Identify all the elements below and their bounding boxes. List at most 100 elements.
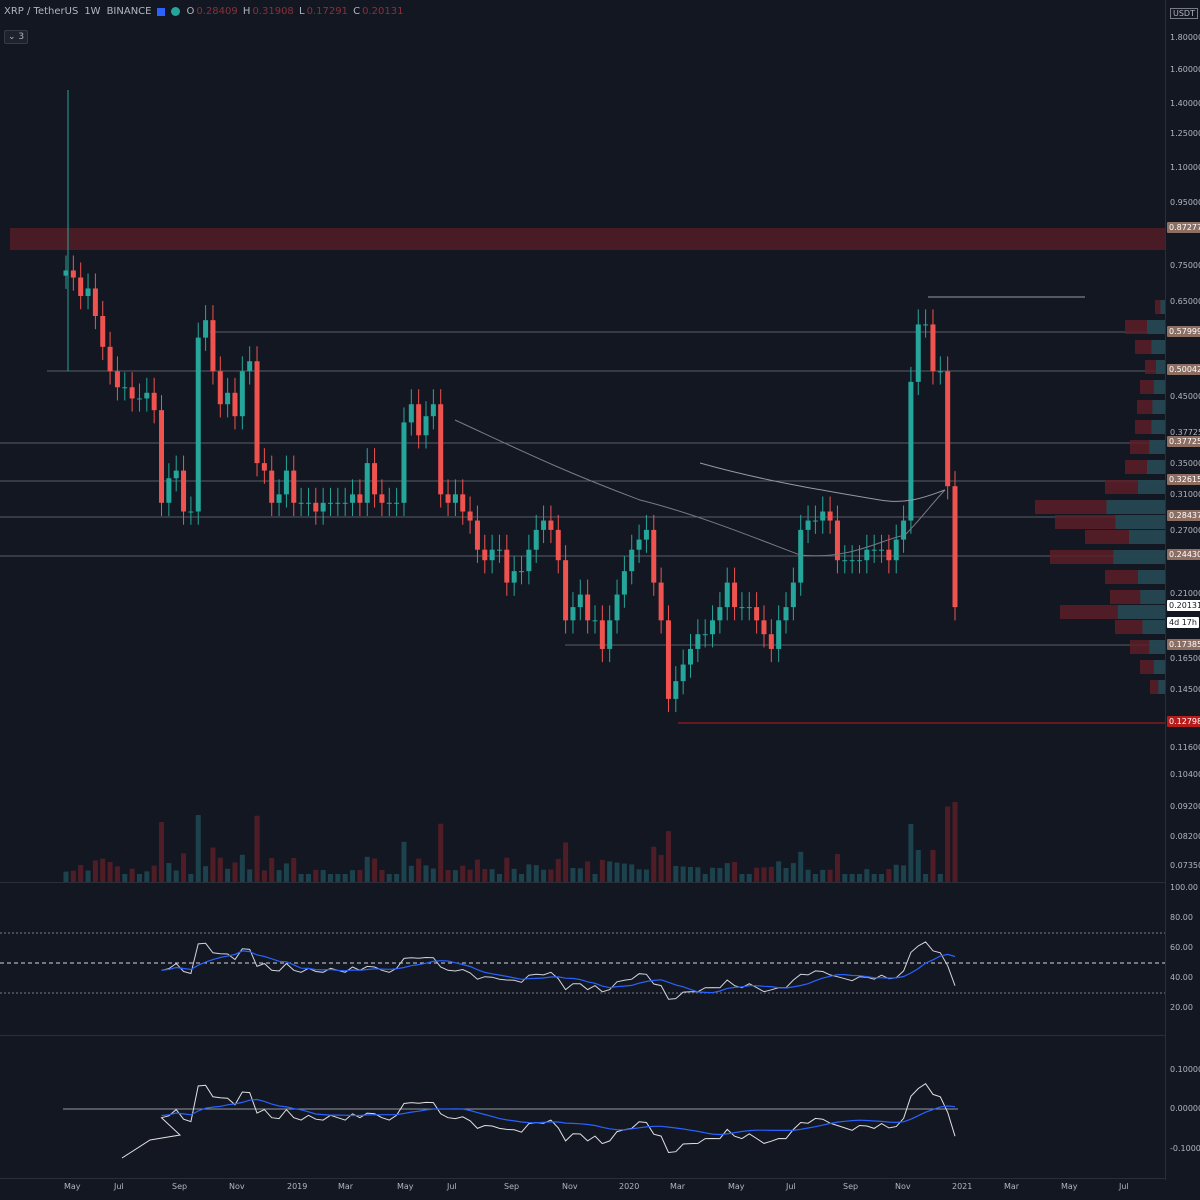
- volume-bar: [173, 870, 179, 882]
- candle-body: [908, 381, 914, 521]
- candle-body: [732, 582, 738, 608]
- candle-body: [78, 277, 84, 297]
- volume-bar: [342, 874, 348, 882]
- candle-body: [533, 529, 539, 550]
- volume-bar: [820, 869, 826, 882]
- price-badge: 0.32615: [1167, 474, 1200, 485]
- volume-profile-bar: [1158, 680, 1165, 694]
- volume-bar: [812, 874, 818, 882]
- volume-profile-bar: [1115, 515, 1165, 529]
- volume-bar: [739, 874, 745, 882]
- rsi-tick-label: 60.00: [1170, 943, 1193, 952]
- candle-body: [871, 549, 877, 551]
- volume-bar: [673, 866, 679, 882]
- volume-profile-bar: [1151, 420, 1165, 434]
- volume-bar: [834, 854, 840, 882]
- volume-profile-bar: [1153, 380, 1165, 394]
- volume-bar: [570, 868, 576, 882]
- volume-bar: [217, 857, 223, 882]
- price-tick-label: 0.95000: [1170, 198, 1200, 207]
- candle-body: [423, 416, 429, 436]
- volume-profile-bar: [1149, 640, 1165, 654]
- moving-average-line: [699, 462, 946, 502]
- volume-profile-bar: [1160, 300, 1165, 314]
- symbol-flag-icon: [157, 7, 166, 16]
- osc-signal-line: [161, 1098, 956, 1136]
- volume-bar: [379, 870, 385, 882]
- volume-bar: [489, 869, 495, 882]
- volume-bar: [923, 874, 929, 882]
- candle-body: [710, 620, 716, 635]
- volume-bar: [607, 861, 613, 882]
- price-tick-label: 0.27000: [1170, 526, 1200, 535]
- candle-body: [798, 529, 804, 583]
- volume-bar: [680, 866, 686, 882]
- price-tick-label: 1.10000: [1170, 163, 1200, 172]
- candle-body: [254, 361, 260, 464]
- indicator-collapse-button[interactable]: ⌄ 3: [4, 30, 29, 44]
- candle-body: [834, 520, 840, 561]
- volume-bar: [761, 867, 767, 882]
- volume-profile-bar: [1138, 480, 1165, 494]
- price-tick-label: 0.09200: [1170, 802, 1200, 811]
- volume-profile-bar: [1117, 605, 1165, 619]
- price-badge: 0.28437: [1167, 510, 1200, 521]
- price-badge: 0.20131: [1167, 600, 1200, 611]
- candle-body: [923, 324, 929, 326]
- candle-body: [276, 494, 282, 503]
- candle-body: [232, 392, 238, 417]
- volume-bar: [430, 868, 436, 882]
- volume-bar: [879, 874, 885, 882]
- volume-bar: [504, 857, 510, 882]
- volume-bar: [144, 871, 150, 882]
- volume-bar: [107, 862, 113, 882]
- volume-profile-bar: [1147, 320, 1165, 334]
- volume-bar: [658, 855, 664, 882]
- candle-body: [724, 582, 730, 608]
- chart-header: XRP / TetherUS 1W BINANCE O 0.28409 H 0.31…: [4, 6, 405, 17]
- low-value: 0.17291: [306, 6, 348, 17]
- candle-body: [335, 502, 341, 504]
- volume-bar: [526, 864, 532, 882]
- candle-body: [283, 470, 289, 495]
- volume-bar: [401, 841, 407, 882]
- volume-bar: [232, 862, 238, 882]
- price-badge: 0.57999: [1167, 326, 1200, 337]
- price-tick-label: 0.65000: [1170, 297, 1200, 306]
- symbol-label[interactable]: XRP / TetherUS: [4, 6, 79, 17]
- candle-body: [820, 511, 826, 521]
- candle-body: [519, 571, 525, 573]
- currency-label[interactable]: USDT: [1170, 8, 1198, 19]
- resistance-zone: [10, 228, 1165, 250]
- candle-body: [188, 511, 194, 513]
- price-axis[interactable]: [1165, 0, 1200, 1180]
- volume-bar: [710, 867, 716, 882]
- pane-separator-rsi[interactable]: [0, 882, 1165, 883]
- candle-body: [327, 502, 333, 504]
- time-tick-label: Sep: [843, 1182, 859, 1191]
- volume-bar: [533, 865, 539, 882]
- candle-body: [342, 502, 348, 504]
- candle-body: [482, 549, 488, 561]
- pane-separator-osc[interactable]: [0, 1035, 1165, 1036]
- interval-label[interactable]: 1W: [84, 6, 101, 17]
- candle-body: [320, 502, 326, 512]
- candle-body: [592, 620, 598, 622]
- osc-line: [121, 1083, 956, 1159]
- volume-bar: [408, 865, 414, 882]
- candle-body: [585, 594, 591, 621]
- candle-body: [357, 494, 363, 503]
- volume-bar: [511, 868, 517, 882]
- volume-bar: [78, 865, 84, 882]
- price-tick-label: 0.31000: [1170, 490, 1200, 499]
- volume-bar: [364, 856, 370, 882]
- volume-bar: [63, 871, 69, 882]
- candle-body: [225, 392, 231, 405]
- candle-body: [181, 470, 187, 512]
- volume-bar: [386, 874, 392, 882]
- candle-body: [305, 502, 311, 504]
- volume-bar: [423, 865, 429, 882]
- candle-body: [85, 288, 91, 297]
- volume-bar: [239, 854, 245, 882]
